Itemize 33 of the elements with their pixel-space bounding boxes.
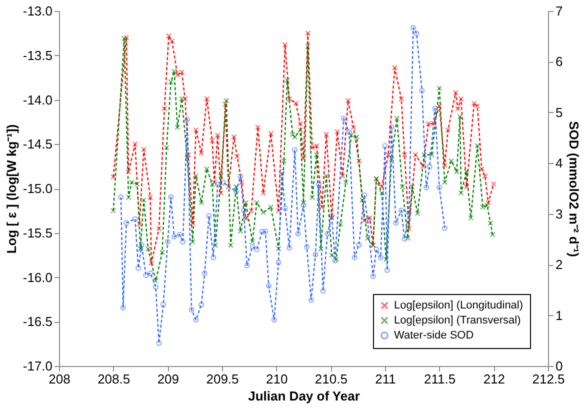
- x-tick-label: 210.5: [314, 372, 348, 386]
- x-tick-label: 212.5: [532, 372, 565, 386]
- y-axis-title: Log [ ε ] (log[W kg⁻¹]): [4, 124, 19, 254]
- y2-tick-label: 7: [556, 4, 563, 18]
- x-tick-label: 208.5: [98, 372, 130, 386]
- y-tick-label: -14.5: [22, 136, 52, 152]
- y2-tick-label: 4: [556, 156, 563, 171]
- x-tick-label: 210: [266, 372, 288, 386]
- y-tick-label: -15.0: [22, 181, 52, 196]
- y-tick-label: -13.5: [22, 48, 52, 63]
- y2-tick-label: 1: [556, 308, 563, 323]
- x-tick-label: 212: [483, 372, 506, 386]
- x-tick-label: 211.5: [424, 372, 456, 386]
- legend-label: Water-side SOD: [394, 330, 474, 342]
- y2-tick-label: 0: [556, 358, 563, 374]
- x-tick-label: 211: [375, 372, 396, 386]
- y-tick-label: -14.0: [22, 92, 52, 108]
- y2-tick-label: 2: [556, 257, 563, 272]
- y2-tick-label: 6: [556, 54, 563, 70]
- legend-label: Log[epsilon] (Longitudinal): [394, 300, 524, 312]
- x-axis-title: Julian Day of Year: [248, 388, 360, 404]
- y-tick-label: -15.5: [22, 225, 52, 240]
- x-tick-label: 208: [48, 372, 70, 386]
- y-tick-label: -17.0: [22, 358, 52, 374]
- y2-tick-label: 3: [556, 206, 563, 222]
- y2-tick-label: 5: [556, 104, 563, 120]
- legend-label: Log[epsilon] (Transversal): [394, 314, 521, 326]
- y-tick-label: -16.5: [22, 314, 52, 330]
- y2-axis-title: SOD (mmolO2 m⁻² d⁻¹): [566, 121, 582, 257]
- x-tick-label: 209: [157, 372, 180, 386]
- x-tick-label: 209.5: [206, 372, 239, 386]
- y-tick-label: -16.0: [22, 270, 52, 285]
- y-tick-label: -13.0: [22, 4, 52, 18]
